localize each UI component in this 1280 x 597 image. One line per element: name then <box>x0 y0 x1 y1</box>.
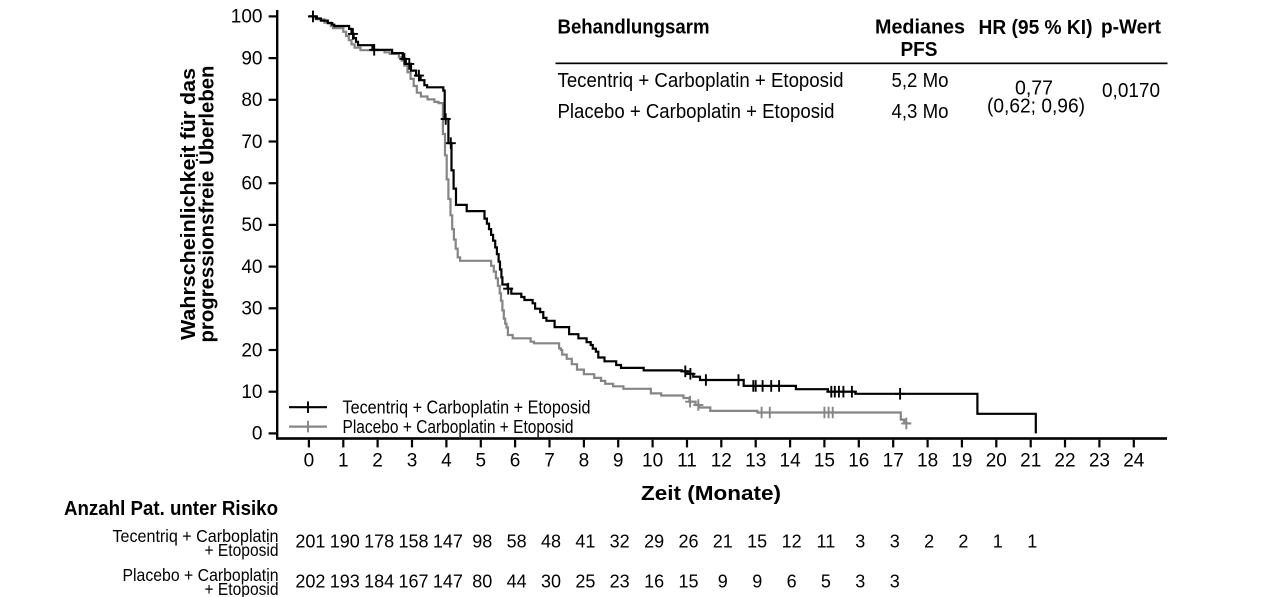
svg-text:Tecentriq + Carboplatin + Etop: Tecentriq + Carboplatin + Etoposid <box>558 70 844 92</box>
svg-text:15: 15 <box>814 451 835 472</box>
svg-text:0,0170: 0,0170 <box>1102 80 1160 102</box>
svg-text:Zeit (Monate): Zeit (Monate) <box>641 482 781 505</box>
svg-text:+ Etoposid: + Etoposid <box>205 579 279 597</box>
svg-text:90: 90 <box>241 48 262 69</box>
svg-text:Placebo + Carboplatin + Etopos: Placebo + Carboplatin + Etoposid <box>343 416 574 437</box>
svg-text:26: 26 <box>678 532 698 552</box>
svg-text:Placebo + Carboplatin + Etopos: Placebo + Carboplatin + Etoposid <box>558 101 835 123</box>
svg-text:10: 10 <box>241 382 262 403</box>
svg-text:21: 21 <box>713 532 733 552</box>
svg-text:190: 190 <box>330 532 360 552</box>
svg-text:184: 184 <box>364 572 394 592</box>
svg-text:11: 11 <box>677 451 697 472</box>
svg-text:1: 1 <box>338 451 349 472</box>
svg-text:98: 98 <box>472 532 492 552</box>
svg-text:50: 50 <box>241 215 262 236</box>
svg-text:3: 3 <box>890 532 900 552</box>
svg-text:0: 0 <box>304 451 315 472</box>
svg-text:9: 9 <box>752 572 762 592</box>
svg-text:29: 29 <box>644 532 664 552</box>
svg-text:147: 147 <box>433 532 463 552</box>
svg-text:progressionsfreie Überleben: progressionsfreie Überleben <box>196 66 219 343</box>
svg-text:9: 9 <box>718 572 728 592</box>
svg-text:3: 3 <box>890 572 900 592</box>
svg-text:32: 32 <box>610 532 630 552</box>
svg-text:24: 24 <box>1123 451 1145 472</box>
svg-text:100: 100 <box>231 7 263 28</box>
svg-text:201: 201 <box>295 532 325 552</box>
svg-text:30: 30 <box>241 299 262 320</box>
svg-text:19: 19 <box>951 451 972 472</box>
svg-text:Tecentriq + Carboplatin + Etop: Tecentriq + Carboplatin + Etoposid <box>343 397 591 418</box>
svg-text:5,2 Mo: 5,2 Mo <box>892 70 949 92</box>
svg-text:16: 16 <box>644 572 664 592</box>
svg-text:Tecentriq + Carboplatin: Tecentriq + Carboplatin <box>113 526 279 546</box>
svg-text:16: 16 <box>848 451 869 472</box>
svg-text:Anzahl Pat. unter Risiko: Anzahl Pat. unter Risiko <box>64 497 278 520</box>
svg-text:8: 8 <box>579 451 590 472</box>
svg-text:6: 6 <box>510 451 521 472</box>
svg-text:0: 0 <box>252 424 263 445</box>
svg-text:17: 17 <box>883 451 904 472</box>
svg-text:15: 15 <box>747 532 767 552</box>
svg-text:14: 14 <box>780 451 802 472</box>
svg-text:4: 4 <box>441 451 452 472</box>
svg-text:167: 167 <box>398 572 428 592</box>
svg-text:13: 13 <box>745 451 766 472</box>
svg-text:158: 158 <box>398 532 428 552</box>
svg-text:147: 147 <box>433 572 463 592</box>
svg-text:15: 15 <box>678 572 698 592</box>
svg-text:5: 5 <box>821 572 831 592</box>
svg-text:4,3 Mo: 4,3 Mo <box>892 101 949 123</box>
svg-text:202: 202 <box>295 572 325 592</box>
svg-text:p-Wert: p-Wert <box>1101 16 1161 39</box>
svg-text:20: 20 <box>241 340 262 361</box>
svg-text:Medianes: Medianes <box>875 16 965 39</box>
svg-text:5: 5 <box>476 451 487 472</box>
svg-text:21: 21 <box>1020 451 1041 472</box>
svg-text:48: 48 <box>541 532 561 552</box>
svg-text:+ Etoposid: + Etoposid <box>205 540 279 560</box>
svg-text:23: 23 <box>1089 451 1110 472</box>
svg-text:0,77: 0,77 <box>1015 78 1053 100</box>
svg-text:12: 12 <box>782 532 802 552</box>
svg-text:41: 41 <box>575 532 595 552</box>
svg-text:3: 3 <box>855 532 865 552</box>
svg-text:6: 6 <box>787 572 797 592</box>
svg-text:80: 80 <box>472 572 492 592</box>
svg-text:(0,62; 0,96): (0,62; 0,96) <box>987 96 1085 118</box>
svg-text:PFS: PFS <box>901 38 938 61</box>
svg-text:58: 58 <box>507 532 527 552</box>
svg-text:60: 60 <box>241 174 262 195</box>
svg-text:70: 70 <box>241 132 262 153</box>
svg-text:178: 178 <box>364 532 394 552</box>
svg-text:193: 193 <box>330 572 360 592</box>
svg-text:2: 2 <box>958 532 968 552</box>
svg-text:25: 25 <box>575 572 595 592</box>
svg-text:HR (95 % KI): HR (95 % KI) <box>979 16 1093 39</box>
svg-text:18: 18 <box>917 451 938 472</box>
svg-text:Placebo + Carboplatin: Placebo + Carboplatin <box>123 565 279 585</box>
svg-text:2: 2 <box>372 451 383 472</box>
svg-text:40: 40 <box>241 257 262 278</box>
svg-text:12: 12 <box>711 451 732 472</box>
svg-text:Wahrscheinlichkeit für das: Wahrscheinlichkeit für das <box>177 68 200 340</box>
svg-text:Behandlungsarm: Behandlungsarm <box>558 16 710 39</box>
svg-text:7: 7 <box>544 451 555 472</box>
svg-text:1: 1 <box>1027 532 1037 552</box>
svg-text:1: 1 <box>993 532 1003 552</box>
svg-text:3: 3 <box>855 572 865 592</box>
svg-text:2: 2 <box>924 532 934 552</box>
svg-text:11: 11 <box>817 532 836 552</box>
svg-text:10: 10 <box>642 451 663 472</box>
svg-text:30: 30 <box>541 572 561 592</box>
svg-text:3: 3 <box>407 451 418 472</box>
svg-text:23: 23 <box>610 572 630 592</box>
svg-text:20: 20 <box>986 451 1007 472</box>
svg-text:9: 9 <box>613 451 624 472</box>
svg-text:44: 44 <box>507 572 527 592</box>
svg-text:80: 80 <box>241 90 262 111</box>
svg-text:22: 22 <box>1054 451 1075 472</box>
